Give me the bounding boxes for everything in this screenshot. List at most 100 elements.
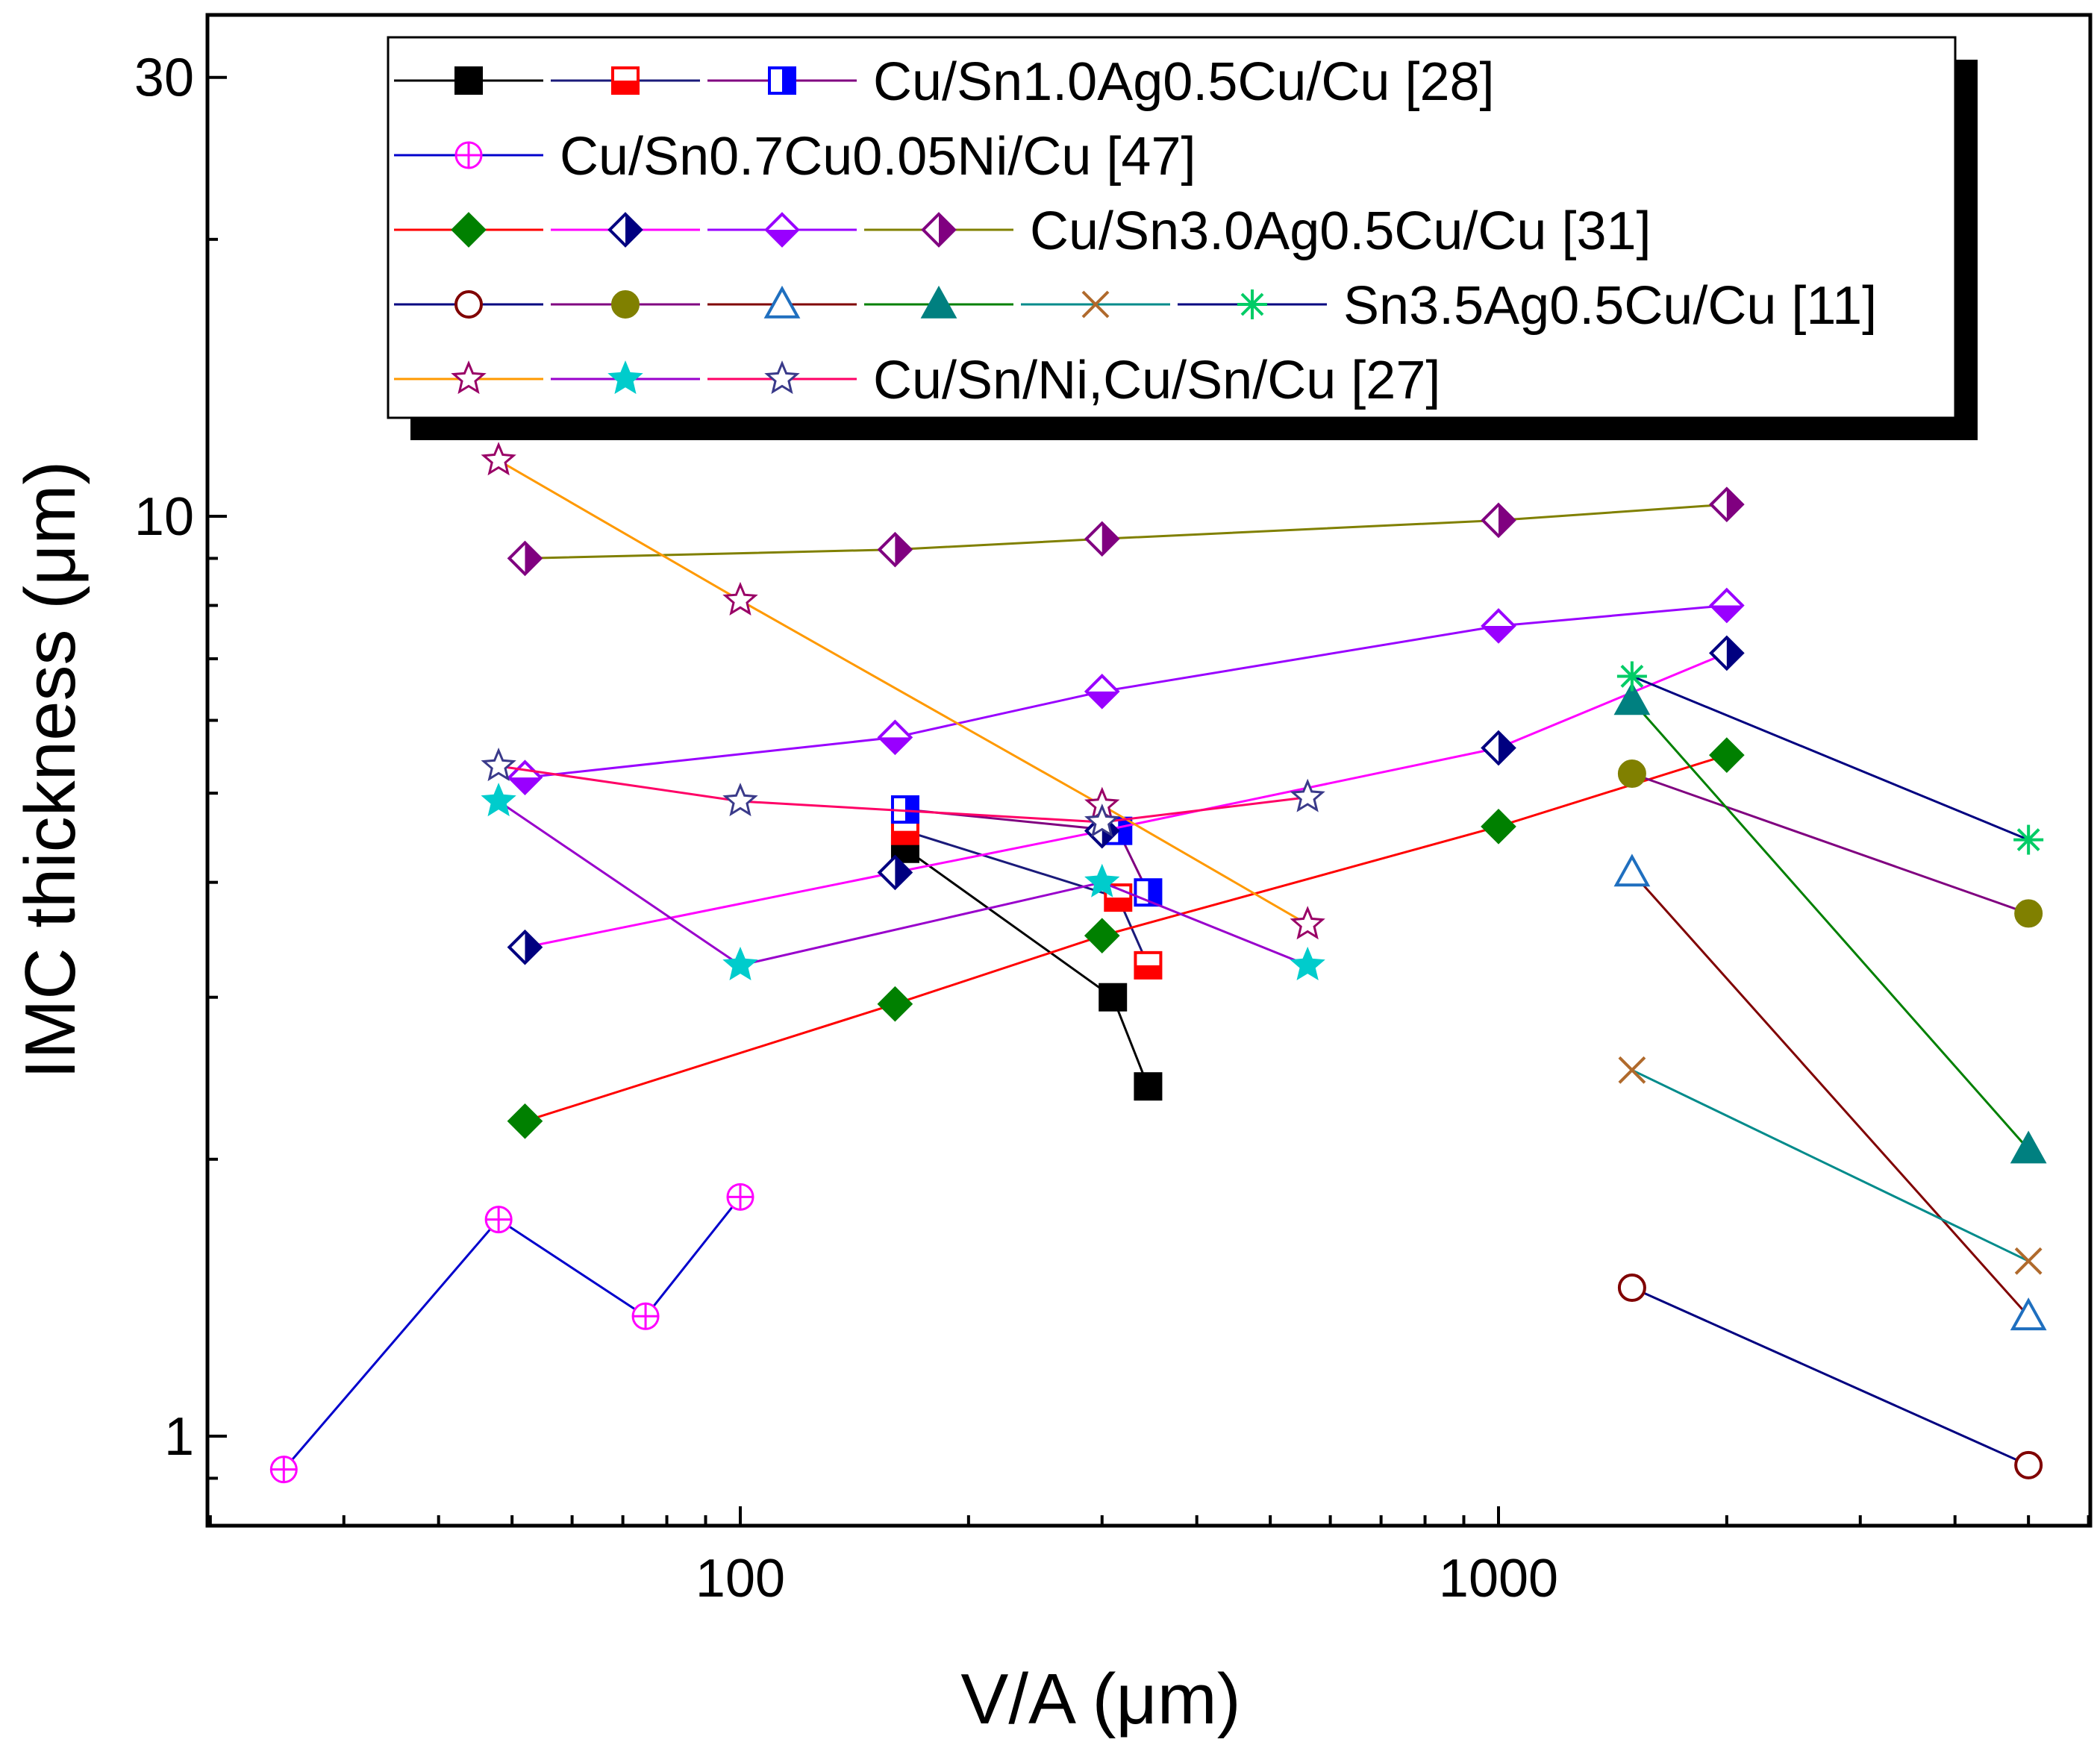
data-point bbox=[481, 442, 516, 476]
data-point bbox=[877, 719, 913, 756]
data-point bbox=[877, 986, 913, 1022]
data-point bbox=[1084, 918, 1120, 953]
axis-ticks: 100 1000 1 10 30 bbox=[134, 48, 2090, 1609]
data-point bbox=[2014, 1247, 2043, 1275]
data-point bbox=[1616, 661, 1647, 692]
data-point bbox=[1084, 673, 1120, 710]
plot-frame bbox=[205, 13, 2093, 1528]
series-7 bbox=[507, 486, 1745, 577]
data-point bbox=[2010, 1130, 2047, 1164]
legend-marker bbox=[451, 212, 487, 248]
series-line bbox=[1631, 871, 2030, 1318]
data-point bbox=[507, 1103, 543, 1139]
data-point bbox=[481, 783, 516, 817]
data-point bbox=[1134, 950, 1163, 980]
data-point bbox=[1618, 1056, 1646, 1084]
data-point bbox=[1099, 983, 1128, 1012]
series-line bbox=[498, 800, 1308, 967]
series-12 bbox=[1618, 1056, 2043, 1275]
data-point bbox=[2010, 1297, 2047, 1331]
series-11 bbox=[1613, 682, 2047, 1164]
x-tick-label: 1000 bbox=[1439, 1549, 1558, 1609]
data-point bbox=[1709, 635, 1745, 671]
series-16 bbox=[481, 747, 1325, 838]
series-line bbox=[498, 459, 1308, 926]
data-point bbox=[269, 1456, 298, 1484]
data-point bbox=[877, 531, 913, 568]
y-tick-label: 1 bbox=[164, 1407, 194, 1467]
data-point bbox=[1481, 502, 1516, 539]
data-point bbox=[1613, 853, 1651, 887]
series-line bbox=[1631, 675, 2029, 841]
legend-label: Cu/Sn1.0Ag0.5Cu/Cu [28] bbox=[873, 52, 1495, 112]
series-line bbox=[525, 754, 1728, 1123]
y-axis-title: IMC thickness (μm) bbox=[10, 461, 90, 1080]
legend-marker bbox=[1237, 289, 1267, 319]
legend-marker bbox=[768, 66, 796, 95]
legend-marker bbox=[607, 360, 643, 395]
series-13 bbox=[1616, 661, 2044, 855]
data-point bbox=[507, 540, 543, 577]
series-8 bbox=[1617, 1274, 2043, 1479]
legend-label: Sn3.5Ag0.5Cu/Cu [11] bbox=[1343, 276, 1877, 336]
legend-marker bbox=[611, 66, 640, 95]
series-9 bbox=[1617, 759, 2043, 928]
plot-series bbox=[269, 442, 2047, 1484]
series-line bbox=[498, 765, 1308, 824]
data-point bbox=[1613, 682, 1651, 715]
legend-entry: Cu/Sn3.0Ag0.5Cu/Cu [31] bbox=[394, 201, 1651, 261]
series-line bbox=[525, 604, 1727, 779]
data-point bbox=[1290, 906, 1325, 940]
legend-marker bbox=[920, 285, 957, 319]
legend-marker bbox=[454, 290, 483, 319]
legend-marker bbox=[764, 360, 800, 395]
series-3 bbox=[269, 1183, 754, 1484]
data-point bbox=[631, 1302, 660, 1330]
series-6 bbox=[507, 587, 1745, 795]
y-tick-label: 30 bbox=[134, 48, 194, 108]
legend-marker bbox=[454, 66, 483, 95]
data-point bbox=[2013, 824, 2044, 855]
data-point bbox=[2014, 1450, 2043, 1479]
legend-marker bbox=[763, 285, 801, 319]
data-point bbox=[1617, 1274, 1646, 1303]
series-15 bbox=[481, 783, 1325, 980]
series-line bbox=[283, 1196, 742, 1470]
data-point bbox=[1709, 486, 1745, 523]
data-point bbox=[1481, 730, 1516, 766]
legend-label: Cu/Sn0.7Cu0.05Ni/Cu [47] bbox=[560, 127, 1196, 187]
series-line bbox=[1631, 1068, 2029, 1262]
legend-box bbox=[387, 36, 1957, 419]
data-point bbox=[507, 759, 543, 795]
data-point bbox=[1134, 878, 1163, 907]
data-point bbox=[722, 946, 758, 980]
series-5 bbox=[507, 635, 1745, 965]
series-4 bbox=[507, 737, 1745, 1139]
data-point bbox=[877, 854, 913, 891]
legend-label: Cu/Sn3.0Ag0.5Cu/Cu [31] bbox=[1030, 201, 1651, 261]
x-tick-label: 100 bbox=[696, 1549, 785, 1609]
legend: Cu/Sn1.0Ag0.5Cu/Cu [28] Cu/Sn0.7Cu0.05Ni/… bbox=[387, 36, 1978, 440]
legend-marker bbox=[764, 212, 800, 248]
x-axis-title: V/A (μm) bbox=[960, 1659, 1240, 1739]
series-line bbox=[1631, 700, 2030, 1150]
series-line bbox=[1631, 1286, 2029, 1467]
legend-entry: Cu/Sn1.0Ag0.5Cu/Cu [28] bbox=[394, 52, 1495, 112]
data-point bbox=[481, 747, 516, 782]
data-point bbox=[1709, 587, 1745, 624]
data-point bbox=[1709, 737, 1745, 773]
data-point bbox=[1481, 808, 1516, 845]
legend-marker bbox=[607, 212, 643, 248]
data-point bbox=[2014, 899, 2043, 928]
legend-label: Cu/Sn/Ni,Cu/Sn/Cu [27] bbox=[873, 351, 1440, 410]
data-point bbox=[1084, 804, 1120, 838]
data-point bbox=[1290, 778, 1325, 812]
data-point bbox=[1084, 521, 1120, 557]
data-point bbox=[484, 1206, 513, 1234]
legend-marker bbox=[921, 212, 957, 248]
legend-marker bbox=[451, 360, 487, 395]
legend-entry: Cu/Sn/Ni,Cu/Sn/Cu [27] bbox=[394, 351, 1440, 410]
data-point bbox=[1084, 863, 1120, 898]
series-line bbox=[525, 503, 1727, 560]
